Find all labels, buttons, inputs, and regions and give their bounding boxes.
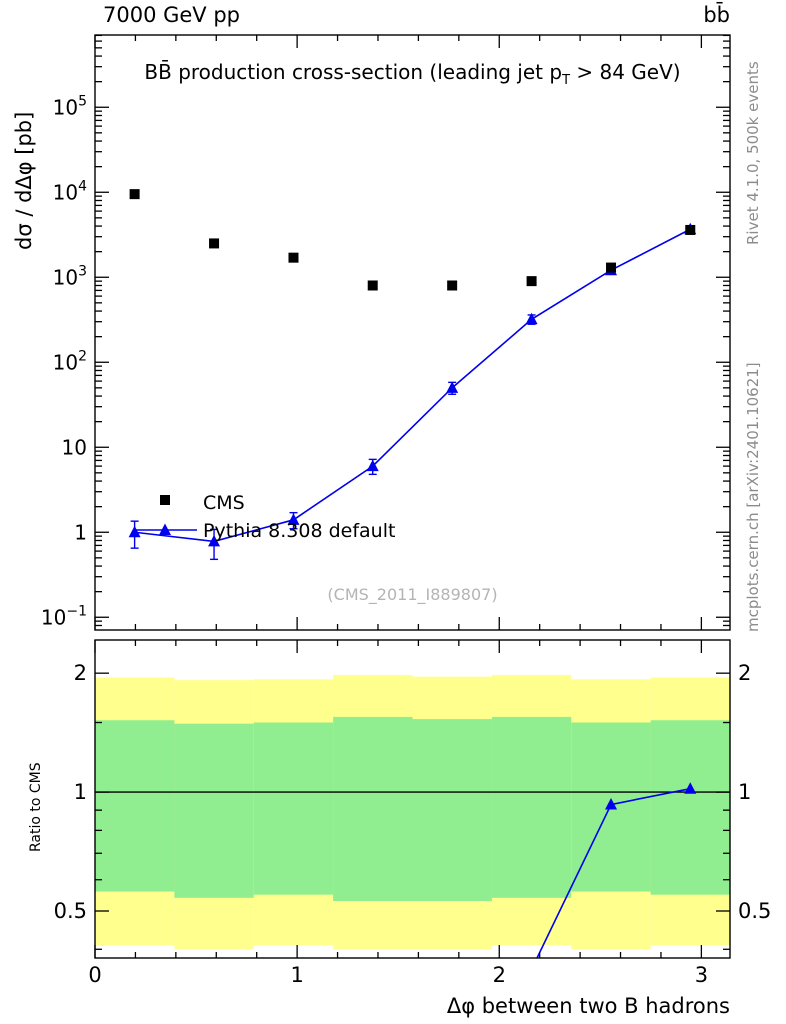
plot-title-suffix: > 84 GeV)	[570, 60, 681, 84]
ratio-panel-frame	[94, 639, 731, 959]
y-axis-label-ratio: Ratio to CMS	[28, 762, 44, 852]
y-axis-label-main: dσ / dΔφ [pb]	[12, 111, 36, 250]
x-tick-label: 0	[88, 963, 101, 987]
plot-title-subscript: T	[562, 73, 571, 88]
y-tick-label: 103	[53, 263, 87, 289]
pythia-marker	[366, 459, 379, 472]
x-axis-label: Δφ between two B hadrons	[446, 994, 730, 1018]
pythia-marker	[128, 525, 141, 538]
mcplots-source-note: mcplots.cern.ch [arXiv:2401.10621]	[744, 362, 762, 632]
pythia-marker	[684, 782, 697, 794]
main-panel-frame	[94, 34, 731, 631]
cms-marker	[209, 238, 220, 249]
ratio-uncertainty-bands	[95, 674, 730, 950]
ratio-tick-label-right: 0.5	[738, 899, 771, 923]
legend: CMS Pythia 8.308 default	[133, 492, 395, 542]
ratio-tick-label-left: 2	[74, 661, 87, 685]
ratio-curve	[536, 782, 697, 958]
plot-title-text: BB̄ production cross-section (leading je…	[144, 60, 563, 84]
pythia-marker	[287, 513, 300, 525]
x-tick-label: 3	[695, 963, 708, 987]
uncertainty-band-green	[491, 716, 572, 898]
y-tick-label: 10	[62, 435, 87, 459]
axes-and-ticks: 0 1 2 3 10−1 1 10 102 103 104 105 0.5 0.5 1 1 2 2	[41, 34, 771, 987]
pythia-marker	[208, 534, 221, 547]
pythia-marker	[525, 312, 538, 325]
analysis-watermark: (CMS_2011_I889807)	[327, 585, 498, 604]
cms-marker	[606, 262, 617, 273]
legend-cms-label: CMS	[203, 492, 245, 514]
cms-marker	[526, 276, 537, 287]
pythia-marker	[446, 381, 459, 393]
cms-marker	[129, 189, 140, 200]
pythia-marker	[159, 523, 171, 535]
x-tick-label: 2	[493, 963, 506, 987]
main-series	[128, 189, 697, 561]
y-tick-label: 1	[74, 520, 87, 544]
legend-pythia-label: Pythia 8.308 default	[203, 520, 395, 542]
uncertainty-band-green	[650, 720, 730, 895]
cms-marker	[367, 280, 378, 291]
y-tick-label: 102	[53, 348, 87, 374]
legend-cms-marker	[160, 495, 170, 505]
uncertainty-band-green	[253, 722, 334, 895]
y-tick-label: 10−1	[41, 603, 87, 629]
plot-title: BB̄ production cross-section (leading je…	[95, 60, 730, 88]
uncertainty-band-green	[95, 720, 175, 892]
cms-marker	[685, 224, 696, 235]
rivet-version-note: Rivet 4.1.0, 500k events	[744, 61, 762, 245]
ratio-tick-label-right: 2	[738, 661, 751, 685]
y-tick-label: 105	[53, 93, 87, 119]
pythia-marker	[605, 798, 618, 810]
cms-marker	[447, 280, 458, 291]
y-tick-label: 104	[53, 178, 87, 204]
ratio-tick-label-left: 0.5	[54, 899, 87, 923]
beam-energy-label: 7000 GeV pp	[103, 3, 241, 27]
pythia-line	[134, 228, 691, 543]
uncertainty-band-green	[174, 723, 254, 898]
x-tick-label: 1	[290, 963, 303, 987]
uncertainty-band-green	[333, 716, 413, 902]
ratio-tick-label-left: 1	[74, 780, 87, 804]
process-label: bb̄	[703, 3, 730, 27]
cms-marker	[288, 252, 299, 263]
uncertainty-band-green	[412, 719, 492, 902]
ratio-tick-label-right: 1	[738, 780, 751, 804]
